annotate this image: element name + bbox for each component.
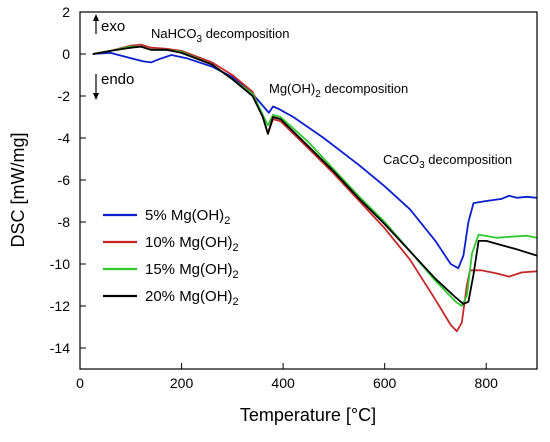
x-tick-label: 400 <box>271 375 295 391</box>
endo-arrowhead <box>93 93 99 100</box>
y-tick-label: -8 <box>58 214 71 230</box>
legend-label-2: 10% Mg(OH)2 <box>145 234 239 254</box>
x-tick-label: 800 <box>475 375 499 391</box>
exo-endo-indicator <box>93 14 99 100</box>
series-line-2 <box>92 43 538 333</box>
series-line-1 <box>92 52 538 270</box>
plot-lines <box>92 43 538 333</box>
endo-label: endo <box>101 71 134 88</box>
axis-ticks: 0 200 400 600 800 2 0 -2 -4 -6 -8 -10 -12 -14 <box>50 4 498 391</box>
x-tick-label: 200 <box>170 375 194 391</box>
legend-label-3: 15% Mg(OH)2 <box>145 261 239 281</box>
plot-frame <box>79 11 538 370</box>
caco3-annotation: CaCO3 decomposition <box>383 152 512 171</box>
y-tick-label: -10 <box>50 256 70 272</box>
y-tick-label: -2 <box>58 88 71 104</box>
x-tick-label: 600 <box>373 375 397 391</box>
series-line-4 <box>92 45 538 305</box>
nahco3-annotation: NaHCO3 decomposition <box>151 26 290 45</box>
mgoh2-annotation: Mg(OH)2 decomposition <box>269 81 408 100</box>
y-tick-label: -6 <box>58 172 71 188</box>
exo-arrowhead <box>93 14 99 21</box>
x-axis-title: Temperature [°C] <box>240 405 376 425</box>
y-tick-label: 0 <box>62 46 70 62</box>
legend-label-1: 5% Mg(OH)2 <box>145 207 230 227</box>
y-tick-label: -14 <box>50 340 70 356</box>
x-tick-label: 0 <box>76 375 84 391</box>
exo-label: exo <box>101 18 125 35</box>
y-tick-label: -12 <box>50 298 70 314</box>
y-tick-label: -4 <box>58 130 71 146</box>
legend-label-4: 20% Mg(OH)2 <box>145 288 239 308</box>
legend: 5% Mg(OH)2 10% Mg(OH)2 15% Mg(OH)2 20% Mg(O… <box>103 207 239 308</box>
y-tick-label: 2 <box>62 4 70 20</box>
y-axis-title: DSC [mW/mg] <box>8 133 28 248</box>
